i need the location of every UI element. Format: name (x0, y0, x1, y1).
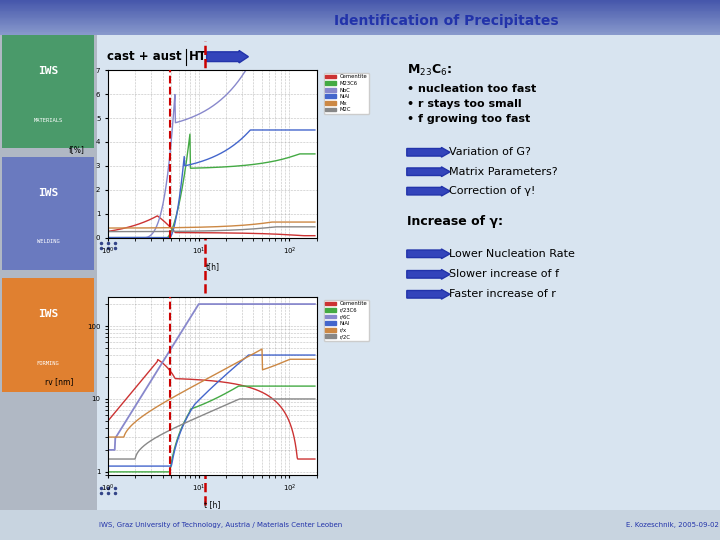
Bar (0, 21, 720, 22)
Bar (0, 3, 720, 4)
Text: FORMING: FORMING (37, 361, 60, 366)
Y-axis label: f[%]: f[%] (68, 145, 84, 154)
Bar (0, 1, 720, 2)
Text: cast + aust: cast + aust (107, 50, 181, 63)
X-axis label: t[h]: t[h] (205, 262, 220, 271)
FancyArrow shape (407, 147, 450, 157)
Bar (2, 278, 94, 392)
Text: MATERIALS: MATERIALS (34, 118, 63, 123)
FancyArrow shape (407, 249, 450, 259)
Bar (0, 2, 720, 3)
Text: HT: HT (189, 50, 207, 63)
Bar (0, 26, 720, 27)
Bar (0, 23, 720, 24)
Bar (0, 7, 720, 8)
Bar (0, 8, 720, 9)
Legend: Cementite, M23C6, NbC, NiAl, Mx, M2C: Cementite, M23C6, NbC, NiAl, Mx, M2C (323, 73, 369, 114)
Text: IWS: IWS (38, 309, 58, 319)
Text: IWS: IWS (38, 188, 58, 198)
Text: WELDING: WELDING (37, 239, 60, 244)
Bar (0, 5, 720, 6)
Text: Slower increase of f: Slower increase of f (449, 269, 559, 279)
Bar (0, 16, 720, 17)
Bar (0, 25, 720, 26)
FancyArrow shape (407, 167, 450, 177)
Bar (0, 31, 720, 32)
Text: Faster increase of r: Faster increase of r (449, 289, 555, 299)
Legend: Cementite, r/23C6, r/6C, NiAl, r/x, r/2C: Cementite, r/23C6, r/6C, NiAl, r/x, r/2C (323, 300, 369, 341)
Text: Variation of G?: Variation of G? (449, 147, 531, 157)
Text: • f growing too fast: • f growing too fast (407, 114, 530, 124)
Text: M$_{23}$C$_{6}$:: M$_{23}$C$_{6}$: (407, 63, 451, 78)
Text: Correction of γ!: Correction of γ! (449, 186, 535, 196)
Bar (0, 510, 720, 540)
Bar (0, 35, 97, 510)
Text: E. Kozeschnik, 2005-09-02: E. Kozeschnik, 2005-09-02 (626, 522, 719, 528)
Bar (0, 32, 720, 33)
Bar (0, 27, 720, 28)
Bar (0, 30, 720, 31)
Bar (0, 20, 720, 21)
Bar (2, 35, 94, 148)
Bar (0, 33, 720, 34)
Bar (0, 29, 720, 30)
Bar (0, 18, 720, 19)
Text: • nucleation too fast: • nucleation too fast (407, 84, 536, 94)
Bar (97, 35, 720, 510)
Text: Lower Nucleation Rate: Lower Nucleation Rate (449, 249, 575, 259)
Text: Matrix Parameters?: Matrix Parameters? (449, 167, 557, 177)
Bar (0, 28, 720, 29)
Bar (2, 157, 94, 270)
FancyArrow shape (407, 269, 450, 279)
Text: • r stays too small: • r stays too small (407, 99, 521, 109)
Text: IWS, Graz University of Technology, Austria / Materials Center Leoben: IWS, Graz University of Technology, Aust… (99, 522, 343, 528)
Bar (0, 15, 720, 16)
Text: Identification of Precipitates: Identification of Precipitates (334, 14, 559, 28)
Text: IWS: IWS (38, 66, 58, 76)
Bar (0, 13, 720, 14)
FancyArrow shape (407, 186, 450, 196)
Bar (0, 19, 720, 20)
Text: Increase of γ:: Increase of γ: (407, 215, 503, 228)
Bar (0, 9, 720, 10)
Bar (0, 12, 720, 13)
Bar (0, 22, 720, 23)
Bar (0, 34, 720, 35)
Bar (0, 4, 720, 5)
FancyArrow shape (207, 51, 248, 63)
Bar (0, 0, 720, 1)
Bar (0, 11, 720, 12)
Bar (0, 14, 720, 15)
X-axis label: t [h]: t [h] (204, 500, 220, 509)
FancyArrow shape (407, 289, 450, 299)
Bar (0, 6, 720, 7)
Y-axis label: rv [nm]: rv [nm] (45, 377, 73, 386)
